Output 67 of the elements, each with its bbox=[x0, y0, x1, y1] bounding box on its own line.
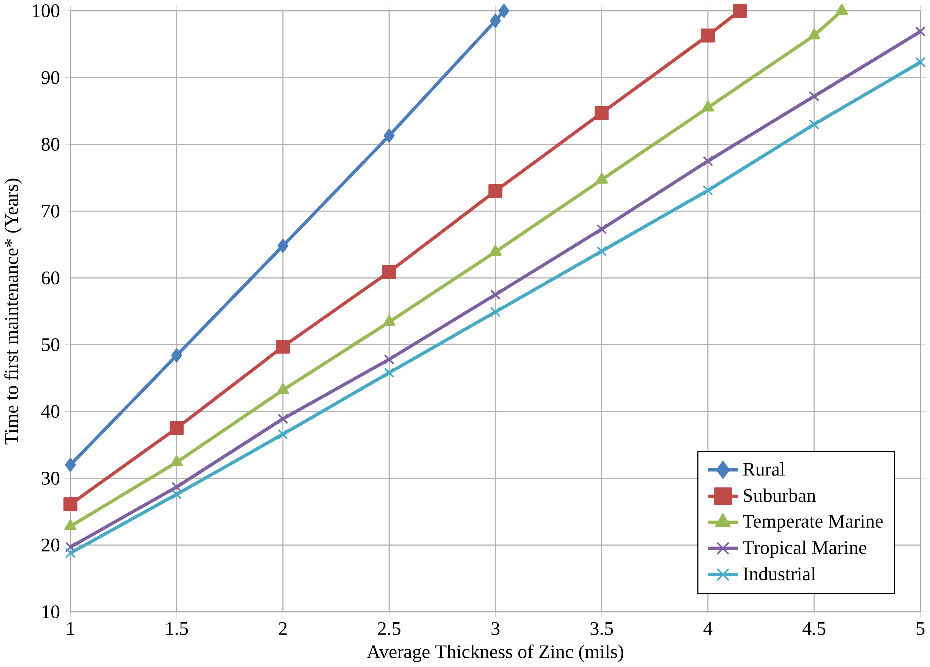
point bbox=[490, 290, 501, 300]
point bbox=[278, 414, 288, 424]
x-tick-label: 3.5 bbox=[590, 622, 614, 636]
point bbox=[498, 4, 510, 18]
point bbox=[836, 4, 848, 15]
x-tick-label: 5 bbox=[916, 622, 925, 636]
point bbox=[384, 368, 395, 378]
point bbox=[702, 100, 714, 112]
point bbox=[596, 224, 608, 235]
x-tick-label: 2.5 bbox=[378, 622, 401, 636]
point bbox=[172, 482, 182, 492]
point bbox=[915, 57, 926, 68]
y-tick-label: 70 bbox=[42, 204, 60, 218]
point bbox=[488, 184, 503, 198]
point bbox=[382, 265, 396, 280]
point bbox=[383, 315, 396, 326]
y-tick-label: 30 bbox=[42, 472, 60, 485]
point bbox=[915, 26, 926, 37]
x-axis-title: Average Thickness of Zinc (mils) bbox=[367, 644, 624, 662]
point bbox=[384, 128, 395, 143]
legend-label: Tropical Marine bbox=[743, 540, 867, 558]
point bbox=[702, 156, 714, 166]
y-tick-label: 50 bbox=[42, 338, 60, 352]
point bbox=[490, 307, 501, 318]
x-tick-label: 4 bbox=[704, 622, 713, 636]
legend-label: Rural bbox=[743, 462, 786, 476]
x-tick-label: 1.5 bbox=[166, 622, 188, 636]
legend-label: Suburban bbox=[744, 488, 816, 502]
point bbox=[278, 239, 289, 254]
point bbox=[490, 14, 502, 28]
point bbox=[278, 429, 288, 440]
y-tick-label: 60 bbox=[42, 272, 60, 285]
x-tick-label: 2 bbox=[279, 622, 287, 636]
point bbox=[701, 28, 716, 43]
y-tick-label: 40 bbox=[42, 405, 60, 418]
x-tick-label: 3 bbox=[492, 622, 500, 636]
point bbox=[276, 340, 290, 354]
point bbox=[170, 421, 184, 436]
point bbox=[809, 119, 820, 130]
x-tick-label: 1 bbox=[68, 622, 74, 636]
y-tick-label: 10 bbox=[42, 606, 60, 619]
point bbox=[64, 520, 77, 530]
point bbox=[489, 245, 502, 256]
point bbox=[596, 173, 608, 184]
y-tick-label: 100 bbox=[33, 4, 60, 18]
point bbox=[65, 548, 76, 558]
point bbox=[384, 354, 395, 365]
point bbox=[702, 185, 714, 196]
x-tick-label: 4.5 bbox=[802, 622, 826, 636]
point bbox=[170, 455, 184, 466]
point bbox=[809, 91, 820, 102]
legend-label: Temperate Marine bbox=[743, 515, 883, 532]
y-tick-label: 20 bbox=[42, 538, 60, 552]
point bbox=[64, 498, 78, 512]
point bbox=[594, 106, 609, 120]
point bbox=[733, 4, 748, 18]
legend-label: Industrial bbox=[743, 567, 816, 581]
point bbox=[172, 489, 182, 500]
point bbox=[171, 348, 182, 363]
y-tick-label: 80 bbox=[42, 138, 60, 152]
point bbox=[808, 28, 821, 40]
point bbox=[596, 246, 608, 257]
y-axis-title: Time to first maintenance* (Years) bbox=[4, 178, 22, 445]
point bbox=[65, 542, 76, 552]
point bbox=[65, 458, 76, 472]
point bbox=[276, 383, 290, 394]
y-tick-label: 90 bbox=[42, 71, 60, 84]
